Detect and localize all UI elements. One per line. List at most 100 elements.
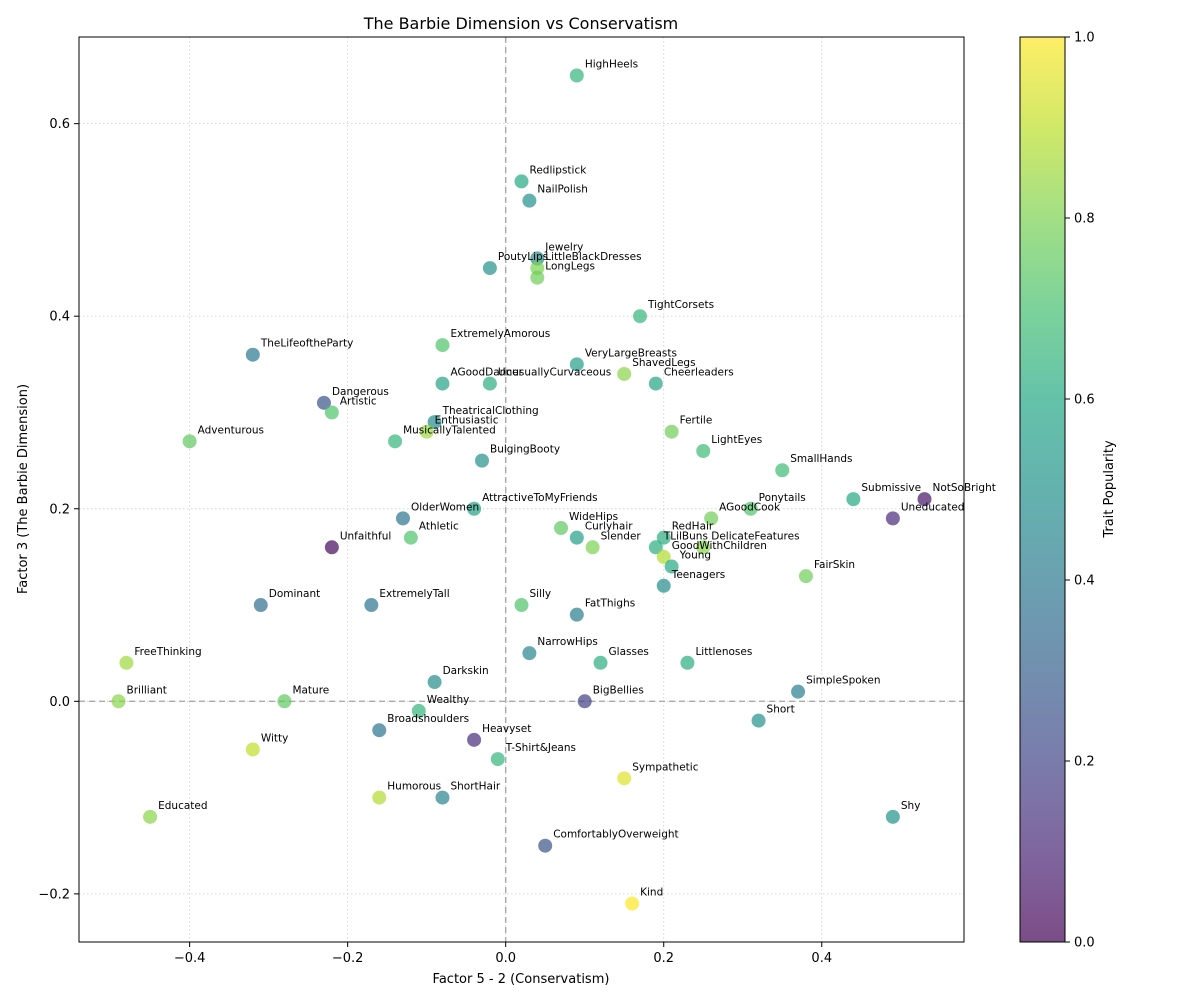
data-point <box>395 511 410 526</box>
data-point <box>143 809 158 824</box>
point-label: TheLifeoftheParty <box>260 338 354 350</box>
data-point <box>514 598 529 613</box>
data-point <box>680 655 695 670</box>
data-point <box>569 357 584 372</box>
data-point <box>648 540 663 555</box>
data-point <box>538 838 553 853</box>
data-point <box>324 540 339 555</box>
point-label: Mature <box>292 684 329 696</box>
data-point <box>403 530 418 545</box>
point-label: SimpleSpoken <box>806 675 880 687</box>
data-point <box>482 376 497 391</box>
point-label: Teenagers <box>671 569 726 581</box>
data-point <box>490 752 505 767</box>
data-point <box>245 742 260 757</box>
data-point <box>885 511 900 526</box>
data-point <box>696 540 711 555</box>
colorbar-tick-label: 0.0 <box>1074 936 1095 951</box>
point-label: Darkskin <box>443 665 489 677</box>
y-tick-label: 0.6 <box>49 117 70 132</box>
point-label: FreeThinking <box>134 646 201 658</box>
data-point <box>885 809 900 824</box>
point-label: AGoodDancer <box>450 367 523 379</box>
data-point <box>569 607 584 622</box>
y-tick-label: −0.2 <box>38 887 70 902</box>
colorbar-ticks: 0.0 0.2 0.4 0.6 0.8 1.0 <box>1065 31 1095 951</box>
chart-title: The Barbie Dimension vs Conservatism <box>363 14 679 33</box>
data-point <box>419 424 434 439</box>
point-label: FatThighs <box>585 598 635 610</box>
plot-frame <box>78 36 965 943</box>
point-label: Educated <box>158 800 207 812</box>
colorbar-frame <box>1019 36 1066 943</box>
data-point <box>474 453 489 468</box>
data-point <box>435 790 450 805</box>
data-point <box>111 694 126 709</box>
point-label: Littlenoses <box>695 646 752 658</box>
x-tick-label: −0.2 <box>332 951 364 966</box>
data-point <box>585 540 600 555</box>
data-point <box>427 415 442 430</box>
point-label: Brilliant <box>127 684 167 696</box>
point-label: ShortHair <box>450 781 500 793</box>
point-label: PoutyLips <box>498 251 548 263</box>
data-point <box>467 501 482 516</box>
data-point <box>388 434 403 449</box>
y-tick-label: 0.0 <box>49 695 70 710</box>
data-point <box>569 530 584 545</box>
point-label: Kind <box>640 886 663 898</box>
point-label: Broadshoulders <box>387 713 469 725</box>
colorbar-tick-label: 0.4 <box>1074 574 1095 589</box>
data-point <box>617 366 632 381</box>
point-label: Young <box>679 550 711 562</box>
point-label: ExtremelyAmorous <box>450 328 550 340</box>
point-label: Enthusiastic <box>435 415 499 427</box>
point-label: MusicallyTalented <box>403 424 496 436</box>
point-label: Sympathetic <box>632 761 698 773</box>
data-point <box>593 655 608 670</box>
point-label: FairSkin <box>814 559 855 571</box>
point-label: Wealthy <box>427 694 470 706</box>
point-label: TheatricalClothing <box>442 405 539 417</box>
data-point <box>664 559 679 574</box>
x-tick-label: 0.4 <box>811 951 832 966</box>
point-label: OlderWomen <box>411 501 479 513</box>
point-label: LightEyes <box>711 434 762 446</box>
point-label: AGoodCook <box>719 501 781 513</box>
point-label: BigBellies <box>593 684 644 696</box>
y-tick-label: 0.2 <box>49 502 70 517</box>
reference-lines <box>79 37 964 942</box>
point-label: Athletic <box>419 521 459 533</box>
point-label: Submissive <box>861 482 921 494</box>
data-point <box>435 338 450 353</box>
colorbar-tick-label: 0.2 <box>1074 755 1095 770</box>
x-tick-label: 0.2 <box>653 951 674 966</box>
data-point <box>569 68 584 83</box>
point-labels: HighHeelsRedlipstickNailPolishJewelryLit… <box>127 59 996 899</box>
data-point <box>530 270 545 285</box>
point-label: NailPolish <box>537 184 587 196</box>
data-point <box>633 309 648 324</box>
point-label: Shy <box>901 800 921 812</box>
data-point <box>435 376 450 391</box>
data-point <box>743 501 758 516</box>
point-label: NarrowHips <box>537 636 597 648</box>
point-label: RedHair <box>672 521 714 533</box>
data-point <box>656 549 671 564</box>
point-label: ComfortablyOverweight <box>553 829 678 841</box>
colorbar-label: Trait Popularity <box>1102 440 1117 539</box>
data-point <box>846 492 861 507</box>
data-point <box>554 521 569 536</box>
point-label: Jewelry <box>544 241 583 253</box>
data-point <box>791 684 806 699</box>
colorbar-tick-label: 1.0 <box>1074 31 1095 46</box>
colorbar-gradient <box>1020 37 1065 942</box>
data-point <box>664 424 679 439</box>
point-label: Artistic <box>340 395 377 407</box>
y-tick-label: 0.4 <box>49 310 70 325</box>
data-point <box>656 530 671 545</box>
colorbar-tick-label: 0.8 <box>1074 212 1095 227</box>
data-point <box>530 251 545 266</box>
point-label: LongLegs <box>545 261 595 273</box>
point-label: Cheerleaders <box>664 367 734 379</box>
